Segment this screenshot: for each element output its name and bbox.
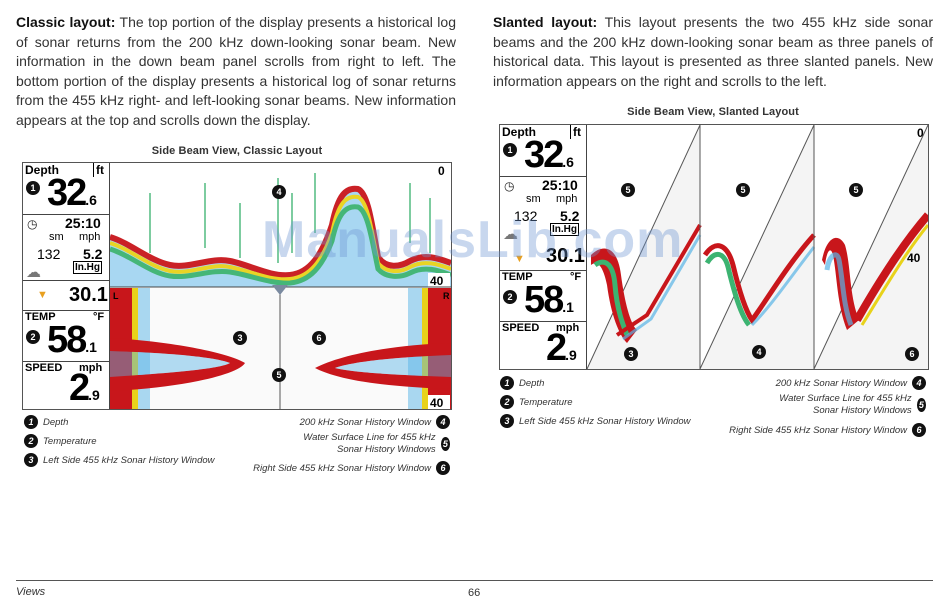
slanted-legend-item-5: Water Surface Line for 455 kHz Sonar His… [756,393,926,417]
classic-legend-item-6: Right Side 455 kHz Sonar History Window 6 [230,461,450,475]
footer-divider [16,580,933,581]
speed-small-value: 5.2 [560,208,580,224]
classic-legend-item-4: 200 kHz Sonar History Window 4 [250,415,450,429]
speed-unit: mph [79,362,103,374]
slanted-panel-left [587,125,702,369]
callout-badge-5: 5 [736,183,750,197]
distance-value: 132 [37,246,61,262]
classic-sonar-display: 0 40 L R 40 [110,163,451,409]
slanted-layout-paragraph: Slanted layout: This layout presents the… [493,13,933,91]
callout-badge-5: 5 [621,183,635,197]
classic-legend-item-5: Water Surface Line for 455 kHz Sonar His… [280,432,450,456]
distance-unit: sm [49,231,64,243]
page-number: 66 [468,587,481,599]
callout-badge-6: 6 [312,331,326,345]
depth-unit: ft [93,163,104,177]
callout-badge-1: 1 [503,143,517,157]
temp-label: TEMP [502,271,533,283]
boat-icon [272,285,288,295]
depth-label: Depth [25,163,59,177]
pressure-value: 30.1 [69,284,108,306]
slanted-sonar-display: 0 40 [587,125,928,369]
temp-value: 58.1 [47,319,97,361]
scale-bottom: 40 [430,396,444,409]
classic-legend-item-2: 2 Temperature [24,434,97,448]
classic-layout-paragraph: Classic layout: The top portion of the d… [16,13,456,130]
callout-badge-1: 1 [26,181,40,195]
callout-badge-3: 3 [233,331,247,345]
slanted-legend-item-4: 200 kHz Sonar History Window 4 [726,376,926,390]
depth-unit: ft [570,125,581,139]
depth-value: 32.6 [47,172,97,214]
pressure-unit: In.Hg [550,223,579,236]
distance-value: 132 [514,208,538,224]
right-side-beam-returns [315,288,451,409]
distance-unit: sm [526,193,541,205]
left-side-beam-returns [110,288,245,409]
time-value: 25:10 [65,215,101,231]
classic-readouts-panel: Depth ft 1 32.6 ◷ 25:10 sm mph 132 5.2 ☁… [23,163,110,409]
temp-label: TEMP [25,311,56,323]
speed-value: 2.9 [69,367,100,409]
slanted-legend-item-6: Right Side 455 kHz Sonar History Window 6 [706,423,926,437]
classic-legend-item-3: 3 Left Side 455 kHz Sonar History Window [24,453,215,467]
classic-layout-screen: Depth ft 1 32.6 ◷ 25:10 sm mph 132 5.2 ☁… [22,162,452,410]
right-marker: R [443,291,450,301]
pressure-arrow-icon: ▼ [37,289,48,301]
depth-label: Depth [502,125,536,139]
pressure-unit: In.Hg [73,261,102,274]
callout-badge-5: 5 [272,368,286,382]
slanted-layout-heading: Slanted layout: [493,14,598,30]
down-beam-sonar-returns [110,173,451,287]
callout-badge-4: 4 [272,185,286,199]
slanted-legend-item-3: 3 Left Side 455 kHz Sonar History Window [500,414,691,428]
slanted-legend-item-1: 1 Depth [500,376,544,390]
speed-small-value: 5.2 [83,246,103,262]
slanted-layout-body: This layout presents the two 455 kHz sid… [493,14,933,89]
callout-badge-2: 2 [26,330,40,344]
slanted-panel-center [699,125,816,369]
slanted-scale-top: 0 [917,126,924,140]
classic-figure-title: Side Beam View, Classic Layout [151,145,323,157]
clock-icon: ◷ [27,217,38,231]
speed-unit: mph [556,322,580,334]
slanted-figure-title: Side Beam View, Slanted Layout [627,106,799,118]
weather-cloud-icon: ☁ [26,264,41,281]
speed-top-unit: mph [79,231,101,243]
left-marker: L [113,291,119,301]
callout-badge-4: 4 [752,345,766,359]
speed-label: SPEED [502,322,540,334]
temp-value: 58.1 [524,279,574,321]
pressure-arrow-icon: ▼ [514,253,525,265]
callout-badge-5: 5 [849,183,863,197]
clock-icon: ◷ [504,179,515,193]
slanted-scale-mid: 40 [907,251,921,265]
footer-section-label: Views [16,586,46,598]
time-value: 25:10 [542,177,578,193]
classic-layout-heading: Classic layout: [16,14,116,30]
temp-unit: °F [93,311,105,323]
speed-value: 2.9 [546,327,577,369]
pressure-value: 30.1 [546,245,585,267]
callout-badge-2: 2 [503,290,517,304]
scale-mid: 40 [430,274,444,288]
temp-unit: °F [570,271,582,283]
weather-cloud-icon: ☁ [503,226,518,243]
speed-label: SPEED [25,362,63,374]
slanted-layout-screen: Depth ft 1 32.6 ◷ 25:10 sm mph 132 5.2 ☁… [499,124,929,370]
callout-badge-6: 6 [905,347,919,361]
slanted-panel-right [813,125,928,369]
depth-value: 32.6 [524,134,574,176]
speed-top-unit: mph [556,193,578,205]
watermark-text: ManualsLib.com [262,211,684,269]
classic-layout-body: The top portion of the display presents … [16,14,456,128]
callout-badge-3: 3 [624,347,638,361]
scale-top: 0 [438,164,445,178]
classic-legend-item-1: 1 Depth [24,415,68,429]
slanted-readouts-panel: Depth ft 1 32.6 ◷ 25:10 sm mph 132 5.2 ☁… [500,125,587,369]
slanted-legend-item-2: 2 Temperature [500,395,573,409]
